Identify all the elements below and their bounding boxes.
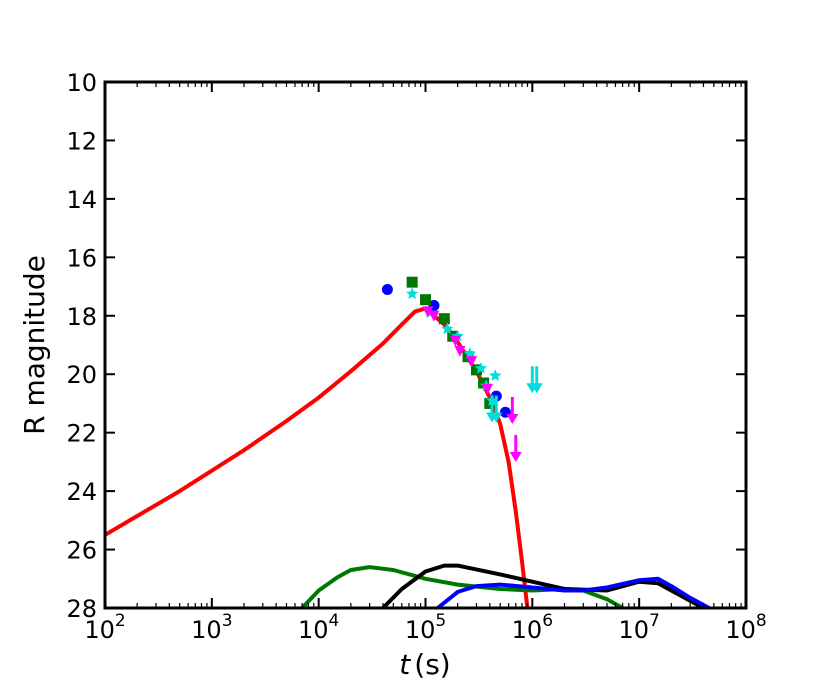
data-point-star xyxy=(489,369,502,381)
data-point-triangle xyxy=(481,383,493,395)
data-point-square xyxy=(470,364,482,376)
upper-limit-arrowhead xyxy=(509,451,522,462)
y-tick-label: 20 xyxy=(66,361,97,389)
series-line-3 xyxy=(436,576,710,608)
data-point-square xyxy=(406,276,418,288)
x-tick-labels: 102 103 104 105 106 107 108 xyxy=(84,611,766,644)
data-point-triangle xyxy=(454,345,466,357)
x-tick-label: 104 xyxy=(298,611,339,644)
y-tick-label: 24 xyxy=(66,478,97,506)
y-tick-label: 22 xyxy=(66,420,97,448)
y-tick-label: 12 xyxy=(66,127,97,155)
data-point-star xyxy=(474,361,488,374)
data-point-star xyxy=(441,322,454,335)
y-tick-label: 18 xyxy=(66,303,97,331)
upper-limit-arrowhead xyxy=(530,383,543,394)
y-tick-label: 14 xyxy=(66,186,97,214)
data-point-triangle xyxy=(422,306,434,318)
y-tick-label: 10 xyxy=(66,69,97,97)
x-tick-label: 107 xyxy=(618,611,659,644)
data-point-triangle xyxy=(449,335,461,347)
data-point-triangle xyxy=(428,310,440,322)
data-point-square xyxy=(478,377,490,389)
data-point-square xyxy=(438,313,450,325)
y-tick-label: 28 xyxy=(66,595,97,623)
data-point-square xyxy=(420,294,431,306)
upper-limit-arrowhead xyxy=(506,413,519,424)
upper-limit-arrowhead xyxy=(490,412,503,423)
x-tick-label: 106 xyxy=(512,611,553,644)
plot-frame xyxy=(103,80,748,610)
y-axis-title: R magnitude xyxy=(18,255,51,435)
data-point-triangle xyxy=(466,356,478,368)
x-tick-label: 103 xyxy=(191,611,232,644)
y-tick-label: 16 xyxy=(66,244,97,272)
series-line-0 xyxy=(105,306,530,608)
x-tick-label: 108 xyxy=(725,611,766,644)
y-tick-labels: 10 12 14 16 18 20 22 24 26 28 xyxy=(66,69,97,623)
data-point-circle xyxy=(381,283,393,295)
x-axis-title: t (s) xyxy=(399,648,450,681)
x-ticks xyxy=(104,82,747,608)
data-point-star xyxy=(406,287,419,300)
y-ticks xyxy=(105,81,746,609)
plot-content xyxy=(105,276,710,608)
x-tick-label: 105 xyxy=(405,611,446,644)
y-tick-label: 26 xyxy=(66,537,97,565)
series-line-2 xyxy=(381,563,705,608)
x-tick-label: 102 xyxy=(84,611,125,644)
